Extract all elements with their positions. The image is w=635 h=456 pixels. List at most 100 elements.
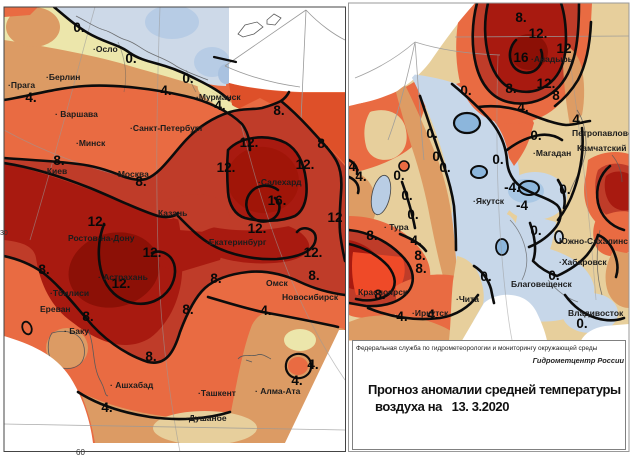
svg-text:12: 12 <box>327 210 342 225</box>
svg-text:12.: 12. <box>304 245 323 260</box>
svg-text:·Мурманск: ·Мурманск <box>196 92 241 102</box>
svg-text:0.: 0. <box>401 188 412 203</box>
svg-text:Благовещенск: Благовещенск <box>511 279 572 289</box>
svg-text:4.: 4. <box>214 98 225 113</box>
svg-text:-4: -4 <box>516 198 528 213</box>
svg-text:·Москва: ·Москва <box>115 169 149 179</box>
svg-text:0.: 0. <box>576 316 587 331</box>
svg-text:Федеральная служба по гидромет: Федеральная служба по гидрометеорологии … <box>356 344 598 352</box>
svg-text:0.: 0. <box>492 152 503 167</box>
svg-text:0.: 0. <box>439 160 450 175</box>
svg-text:Казань: Казань <box>158 208 187 218</box>
svg-text:12.: 12. <box>217 160 236 175</box>
svg-text:0.: 0. <box>530 223 541 238</box>
svg-text:8.: 8. <box>82 309 93 324</box>
svg-text:·Чита: ·Чита <box>456 294 479 304</box>
svg-text:0.: 0. <box>393 168 404 183</box>
svg-text:·Киев: ·Киев <box>44 166 67 176</box>
svg-text:12.: 12. <box>112 276 131 291</box>
svg-text:-4.: -4. <box>504 180 520 195</box>
svg-text:0.: 0. <box>480 269 491 284</box>
svg-text:·Берлин: ·Берлин <box>46 72 80 82</box>
svg-text:Красноярск: Красноярск <box>358 287 408 297</box>
svg-text:4.: 4. <box>291 373 302 388</box>
svg-text:Петропавловск: Петропавловск <box>572 128 635 138</box>
svg-text:8: 8 <box>552 88 560 103</box>
svg-text:Камчатский: Камчатский <box>577 143 626 153</box>
svg-text:·Магадан: ·Магадан <box>533 148 571 158</box>
svg-text:8.: 8. <box>53 153 64 168</box>
svg-text:Владивосток: Владивосток <box>568 308 624 318</box>
svg-text:· Ашхабад: · Ашхабад <box>110 380 154 390</box>
svg-text:4.: 4. <box>396 309 407 324</box>
svg-text:·Минск: ·Минск <box>76 138 106 148</box>
svg-text:8.: 8. <box>414 248 425 263</box>
svg-text:·Якутск: ·Якутск <box>473 196 505 206</box>
svg-text:Омск: Омск <box>266 278 289 288</box>
svg-text:8.: 8. <box>38 262 49 277</box>
svg-text:12.: 12. <box>248 221 267 236</box>
svg-text:4.: 4. <box>260 303 271 318</box>
svg-text:8.: 8. <box>145 349 156 364</box>
svg-text:·Осло: ·Осло <box>93 44 118 54</box>
svg-text:·Екатеринбург: ·Екатеринбург <box>206 237 267 247</box>
svg-text:8.: 8. <box>273 103 284 118</box>
svg-text:8.: 8. <box>366 228 377 243</box>
svg-text:4.: 4. <box>348 159 359 174</box>
svg-text:·Санкт-Петербург: ·Санкт-Петербург <box>130 123 204 133</box>
svg-text:·Ташкент: ·Ташкент <box>198 388 236 398</box>
svg-text:·Душанбе: ·Душанбе <box>186 413 227 423</box>
svg-text:· Астрахань: · Астрахань <box>98 272 148 282</box>
svg-text:·Тбилиси: ·Тбилиси <box>50 288 89 298</box>
svg-text:0.: 0. <box>407 207 418 222</box>
svg-text:12.: 12. <box>296 157 315 172</box>
svg-text:0.: 0. <box>559 182 570 197</box>
svg-text:12.: 12. <box>529 26 548 41</box>
svg-text:Гидрометцентр России: Гидрометцентр России <box>533 356 625 365</box>
svg-text:4.: 4. <box>572 112 583 127</box>
svg-text:0.: 0. <box>548 268 559 283</box>
svg-text:8.: 8. <box>308 268 319 283</box>
svg-text:4.: 4. <box>355 169 366 184</box>
svg-text:воздуха на 13. 3.2020: воздуха на 13. 3.2020 <box>375 399 509 414</box>
svg-text:8.: 8. <box>317 136 328 151</box>
svg-text:·Прага: ·Прага <box>8 80 35 90</box>
svg-text:4.: 4. <box>101 400 112 415</box>
svg-text:4.: 4. <box>517 100 528 115</box>
svg-text:0.: 0. <box>73 20 84 35</box>
svg-text:12.: 12. <box>88 214 107 229</box>
svg-text:30: 30 <box>0 230 8 237</box>
svg-text:Ростов-на-Дону: Ростов-на-Дону <box>68 233 135 243</box>
svg-text:·Хабаровск: ·Хабаровск <box>559 257 607 267</box>
svg-text:0.: 0. <box>182 71 193 86</box>
svg-text:0.: 0. <box>432 149 443 164</box>
svg-text:8.: 8. <box>374 287 385 302</box>
svg-text:12: 12 <box>556 41 571 56</box>
svg-text:4.: 4. <box>160 83 171 98</box>
svg-text:·Анадырь: ·Анадырь <box>531 54 573 64</box>
svg-text:60: 60 <box>76 448 85 456</box>
svg-text:Прогноз аномалии средней темпе: Прогноз аномалии средней температуры <box>368 382 621 397</box>
svg-text:4.: 4. <box>25 90 36 105</box>
svg-text:8.: 8. <box>210 271 221 286</box>
svg-text:4.: 4. <box>307 357 318 372</box>
svg-text:· Варшава: · Варшава <box>55 109 98 119</box>
svg-text:8.: 8. <box>415 261 426 276</box>
svg-text:· Алма-Ата: · Алма-Ата <box>255 386 301 396</box>
svg-text:8.: 8. <box>505 81 516 96</box>
svg-text:16: 16 <box>513 50 529 65</box>
svg-text:0.: 0. <box>125 51 136 66</box>
svg-text:12.: 12. <box>537 76 556 91</box>
svg-text:· Тура: · Тура <box>384 222 409 232</box>
svg-text:Новосибирск: Новосибирск <box>282 292 339 302</box>
svg-text:12.: 12. <box>240 135 259 150</box>
svg-text:Ереван: Ереван <box>40 304 71 314</box>
svg-text:0.: 0. <box>530 128 541 143</box>
svg-text:0.: 0. <box>460 83 471 98</box>
svg-text:Южно-Сахалинск: Южно-Сахалинск <box>559 236 633 246</box>
svg-text:8.: 8. <box>515 10 526 25</box>
svg-text:8.: 8. <box>135 174 146 189</box>
svg-text:12.: 12. <box>143 245 162 260</box>
svg-text:4.: 4. <box>410 233 421 248</box>
svg-text:8.: 8. <box>182 302 193 317</box>
